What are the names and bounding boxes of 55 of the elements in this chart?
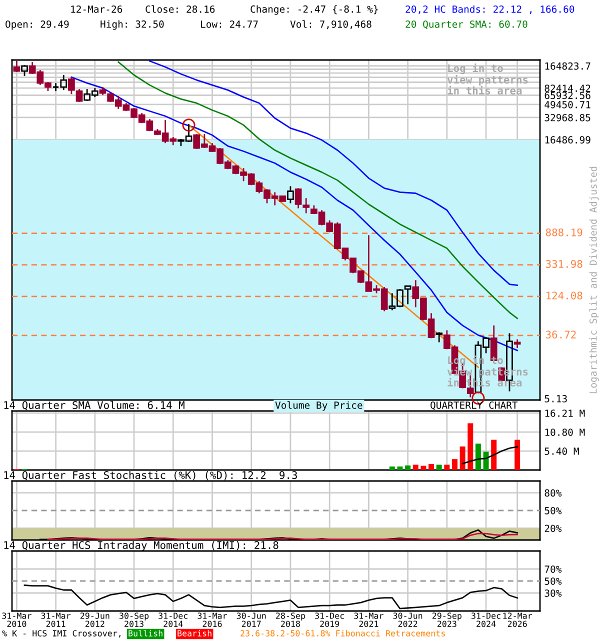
y-tick-label: 82414.42 — [544, 84, 590, 92]
x-tick-label: 30-Jun 2017 — [236, 612, 266, 627]
x-tick-label: 31-Dec 2019 — [315, 612, 344, 627]
text: Bullish — [128, 630, 162, 636]
x-tick-label: 31-Mar 2021 — [354, 612, 384, 627]
chart-title: 14 Quarter SMA Volume: 6.14 M — [4, 400, 184, 410]
ref-line-label: 888.19 — [546, 228, 582, 236]
y-tick-label: 49450.71 — [544, 100, 590, 108]
x-tick-label: 31-Dec 2014 — [158, 612, 188, 627]
chart-title: 14 Quarter Fast Stochastic (%K) (%D): 12.2 9.3 — [4, 470, 297, 480]
text: 23.6-38.2-50-61.8% Fibonacci Retracements — [240, 630, 445, 636]
y-tick-label: 5.40 M — [544, 448, 579, 455]
y-tick-label: 16486.99 — [545, 136, 590, 144]
y-tick-label: 50% — [544, 578, 562, 585]
text: Logarithmic — [589, 330, 599, 394]
text: 12-Mar-26 — [71, 5, 122, 13]
y-tick-label: 16.21 M — [545, 410, 585, 417]
y-tick-label: 10.80 M — [545, 428, 585, 436]
text: Open: 29.49 — [6, 20, 69, 30]
x-tick-label: 29-Jun 2012 — [80, 612, 110, 627]
text: 20 Quarter SMA: 60.70 — [406, 20, 528, 29]
annotation: Log in to view patterns in this area — [447, 64, 528, 94]
y-tick-label: 50% — [544, 507, 562, 514]
x-tick-label: 31-Dec 2024 — [472, 612, 500, 627]
chart-title: 14 Quarter HCS Intraday Momentum (IMI): 21.8 — [4, 540, 278, 552]
text: QUARTERLY CHART — [430, 401, 518, 410]
x-tick-label: 31-Mar 2016 — [198, 612, 227, 627]
text: Change: -2.47 {-8.1 %} — [250, 5, 378, 15]
text: 20,2 HC Bands: 22.12 , 166.60 — [406, 5, 574, 14]
text: Close: 28.16 — [146, 5, 215, 13]
x-tick-label: 30-Jun 2022 — [393, 612, 422, 627]
y-tick-label: 65932.56 — [544, 92, 590, 100]
ref-line-label: 36.72 — [546, 330, 576, 338]
y-tick-label: 32968.85 — [544, 114, 590, 122]
text: Volume By Price — [275, 401, 362, 411]
x-tick-label: 12-Mar 2026 — [503, 612, 532, 627]
y-tick-label: 5.13 — [544, 395, 567, 402]
x-tick-label: 29-Sep 2023 — [432, 612, 462, 627]
y-tick-label: 20% — [544, 524, 562, 532]
x-tick-label: 31-Mar 2011 — [41, 612, 71, 627]
y-tick-label: 70% — [544, 566, 562, 573]
ref-line-label: 124.08 — [546, 292, 582, 300]
y-tick-label: 164823.7 — [545, 62, 590, 70]
text: % K - HCS IMI Crossover, — [2, 630, 120, 638]
text: Split and Dividend Adjusted — [589, 166, 599, 324]
text: Low: 24.77 — [201, 20, 258, 28]
text: High: 32.50 — [100, 20, 164, 30]
y-tick-label: 80% — [544, 489, 562, 497]
x-tick-label: 30-Sep 2013 — [120, 612, 149, 627]
text: Bearish — [178, 630, 212, 636]
ref-line-label: 331.98 — [546, 260, 582, 268]
text: Vol: 7,910,468 — [290, 20, 372, 30]
x-tick-label: 28-Sep 2018 — [276, 612, 306, 627]
y-tick-label: 30% — [544, 590, 562, 597]
x-tick-label: 31-Mar 2010 — [2, 612, 32, 627]
